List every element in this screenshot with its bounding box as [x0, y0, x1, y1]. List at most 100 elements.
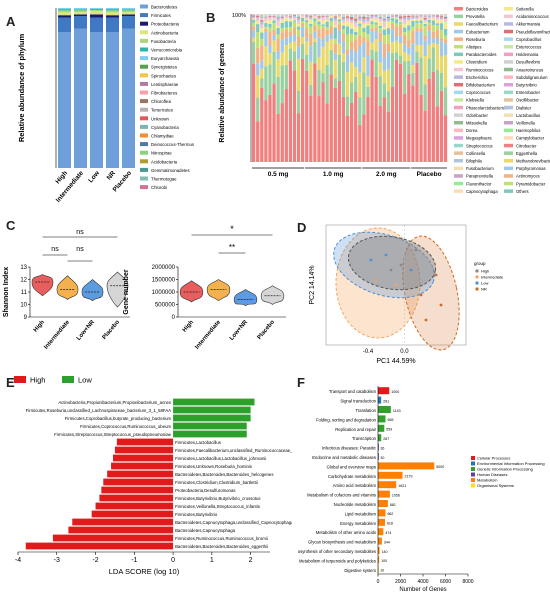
bar-segment — [350, 19, 354, 21]
bar-segment — [374, 16, 378, 19]
bar-segment — [288, 15, 293, 17]
legend-swatch — [471, 461, 475, 466]
bar-segment — [354, 76, 358, 93]
bar-segment — [260, 32, 264, 39]
bar-segment — [90, 9, 103, 12]
bar-segment — [423, 40, 427, 57]
bar-segment — [435, 29, 440, 38]
bar-segment — [317, 21, 321, 25]
bar-segment — [268, 27, 272, 32]
legend-label: Lentisphaerae — [151, 82, 179, 87]
bar-segment — [439, 14, 444, 16]
legend-label: Veillonella — [516, 121, 536, 126]
bar-segment — [423, 56, 427, 85]
bar-segment — [309, 16, 313, 19]
lda-bar — [52, 534, 174, 542]
x-axis-label: LDA SCORE (log 10) — [109, 567, 180, 576]
bar-segment — [341, 41, 346, 54]
bar-segment — [313, 41, 317, 64]
bar-segment — [399, 23, 403, 26]
bar-segment — [399, 15, 403, 17]
bar-segment — [122, 12, 135, 15]
legend-label: Pseudoflavonifractor — [516, 29, 550, 34]
bar-segment — [58, 32, 71, 168]
bar-segment — [268, 94, 272, 162]
bar-segment — [284, 15, 288, 17]
bar-segment — [374, 30, 378, 40]
significance-label: * — [230, 224, 234, 234]
bar-segment — [439, 37, 444, 42]
gene-bar — [378, 565, 379, 573]
bar-segment — [382, 21, 386, 28]
bar-segment — [431, 25, 435, 32]
bar-segment — [305, 18, 309, 21]
bar-segment — [419, 31, 423, 46]
category-label: Metabolism of terpenoids and polyketides — [299, 558, 376, 563]
bar-segment — [325, 14, 329, 16]
bar-segment — [354, 16, 358, 19]
bar-segment — [399, 35, 403, 43]
bar-segment — [288, 35, 293, 43]
legend-swatch — [504, 136, 513, 140]
bar-segment — [284, 27, 288, 30]
x-tick-label: -1 — [131, 557, 137, 564]
bar-segment — [317, 37, 321, 58]
legend-label: Acidobacteria — [151, 159, 178, 164]
bar-segment — [366, 40, 370, 56]
legend-label: Bifidobacterium — [466, 83, 495, 88]
lda-bar — [114, 446, 174, 454]
gene-bar — [378, 415, 386, 423]
bar-segment — [256, 15, 260, 17]
bar-segment — [296, 15, 301, 18]
gene-bar — [378, 490, 390, 498]
legend-label: Mitsuokella — [466, 121, 488, 126]
bar-segment — [337, 80, 342, 162]
legend-swatch — [454, 181, 463, 186]
bar-segment — [350, 41, 354, 50]
group-label: Placebo — [417, 171, 442, 178]
bar-segment — [256, 18, 260, 22]
bar-segment — [439, 23, 444, 30]
legend-swatch — [504, 113, 513, 117]
bar-segment — [317, 15, 321, 17]
legend-label: Bacteroidetes — [151, 5, 177, 10]
bar-segment — [264, 100, 268, 162]
bar-segment — [411, 26, 415, 31]
legend-marker — [475, 281, 479, 285]
bar-segment — [301, 37, 305, 44]
panel-letter-a: A — [6, 14, 16, 29]
violin-shape — [56, 275, 79, 300]
legend-label: Tenericutes — [151, 108, 173, 113]
violin-shape — [179, 280, 204, 303]
legend-label: Bilophila — [466, 159, 483, 164]
bar-segment — [374, 15, 378, 17]
bar-segment — [321, 28, 325, 40]
bar-segment — [337, 43, 342, 55]
lda-bar — [173, 406, 251, 414]
bar-segment — [362, 27, 366, 32]
bar-segment — [423, 14, 427, 16]
legend-swatch — [14, 376, 26, 383]
x-axis-label: Number of Genes — [399, 587, 446, 592]
legend-label: Verrucomicrobia — [151, 48, 183, 53]
legend-label: Faecalibacterium — [466, 22, 498, 27]
bar-segment — [106, 15, 119, 18]
value-label: 1143 — [393, 409, 401, 413]
legend-swatch — [454, 113, 463, 117]
bar-segment — [443, 115, 448, 162]
bar-segment — [301, 16, 305, 18]
bar-segment — [411, 43, 415, 66]
bar-segment — [268, 19, 272, 24]
value-label: 665 — [387, 418, 393, 422]
bar-segment — [407, 19, 411, 21]
bar-segment — [313, 15, 317, 17]
bar-segment — [341, 22, 346, 26]
bar-segment — [399, 63, 403, 162]
bar-segment — [362, 31, 366, 38]
bar-segment — [423, 26, 427, 36]
bar-label: Bacteroidetes,Capnocytophaga,unclassifie… — [175, 520, 292, 525]
legend-swatch — [140, 167, 148, 172]
lda-bar — [107, 470, 174, 478]
bar-segment — [366, 16, 370, 17]
bar-segment — [362, 21, 366, 24]
